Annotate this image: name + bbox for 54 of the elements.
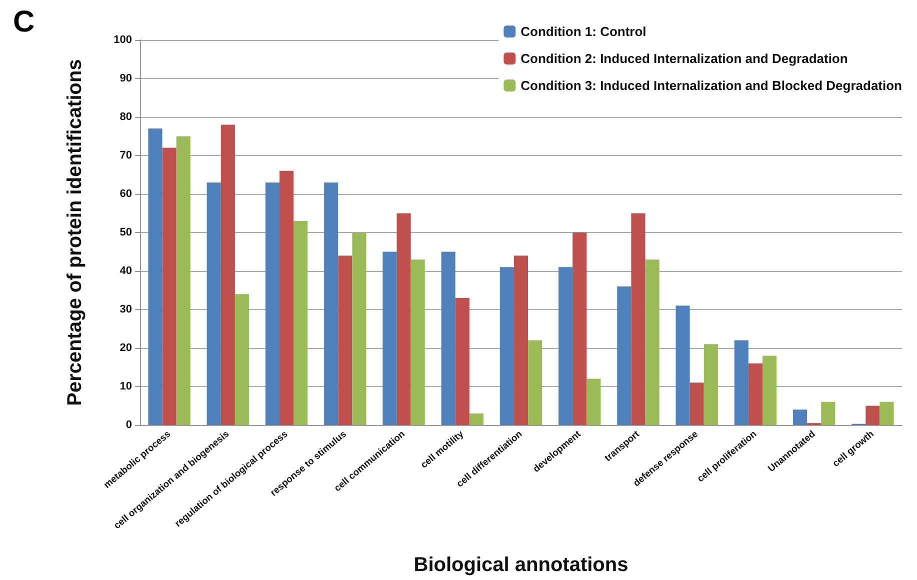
bar <box>734 340 748 425</box>
y-axis-title: Percentage of protein identifications <box>64 59 86 406</box>
bar <box>748 363 762 425</box>
legend-label: Condition 2: Induced Internalization and Degradation <box>520 51 848 66</box>
y-tick-label: 30 <box>120 304 132 316</box>
bar <box>455 298 470 425</box>
bar <box>234 294 250 425</box>
bar <box>382 252 397 425</box>
bar <box>220 124 235 425</box>
bar <box>280 170 294 425</box>
bar <box>866 406 880 425</box>
bar <box>762 356 777 425</box>
y-tick-label: 0 <box>126 419 132 431</box>
bar <box>469 413 484 425</box>
y-tick-label: 100 <box>114 34 132 46</box>
y-tick-label: 10 <box>120 380 132 392</box>
bar <box>880 402 894 425</box>
bar <box>265 182 280 425</box>
bar <box>572 232 587 425</box>
y-tick-label: 70 <box>120 150 132 162</box>
x-axis-title: Biological annotations <box>414 554 628 576</box>
bar <box>148 128 162 425</box>
chart-title: C <box>13 6 35 38</box>
bar <box>441 252 456 425</box>
y-tick-label: 50 <box>120 226 132 238</box>
bar <box>631 213 646 425</box>
y-tick-label: 90 <box>120 72 132 84</box>
bar <box>558 267 573 425</box>
bar <box>704 344 718 425</box>
bar <box>821 402 836 425</box>
bar <box>396 213 411 425</box>
y-tick-label: 60 <box>120 188 132 200</box>
bar <box>645 259 660 425</box>
bar <box>690 382 704 425</box>
bar <box>586 378 601 425</box>
bar <box>410 259 425 425</box>
bar <box>500 267 514 425</box>
y-tick-label: 20 <box>120 342 132 354</box>
bar <box>206 182 221 425</box>
y-tick-label: 40 <box>120 265 132 277</box>
legend-label: Condition 3: Induced Internalization and Blocked Degradation <box>520 78 902 93</box>
bar <box>324 182 338 425</box>
bar <box>176 136 190 425</box>
y-tick-label: 80 <box>120 111 132 123</box>
bar <box>528 340 542 425</box>
legend-label: Condition 1: Control <box>520 24 646 39</box>
bar <box>162 148 176 425</box>
bar <box>514 256 528 425</box>
bar <box>792 410 808 425</box>
bar <box>294 220 308 425</box>
bar <box>617 286 632 425</box>
bar <box>676 306 690 425</box>
bar <box>352 232 366 425</box>
bar <box>338 256 352 425</box>
